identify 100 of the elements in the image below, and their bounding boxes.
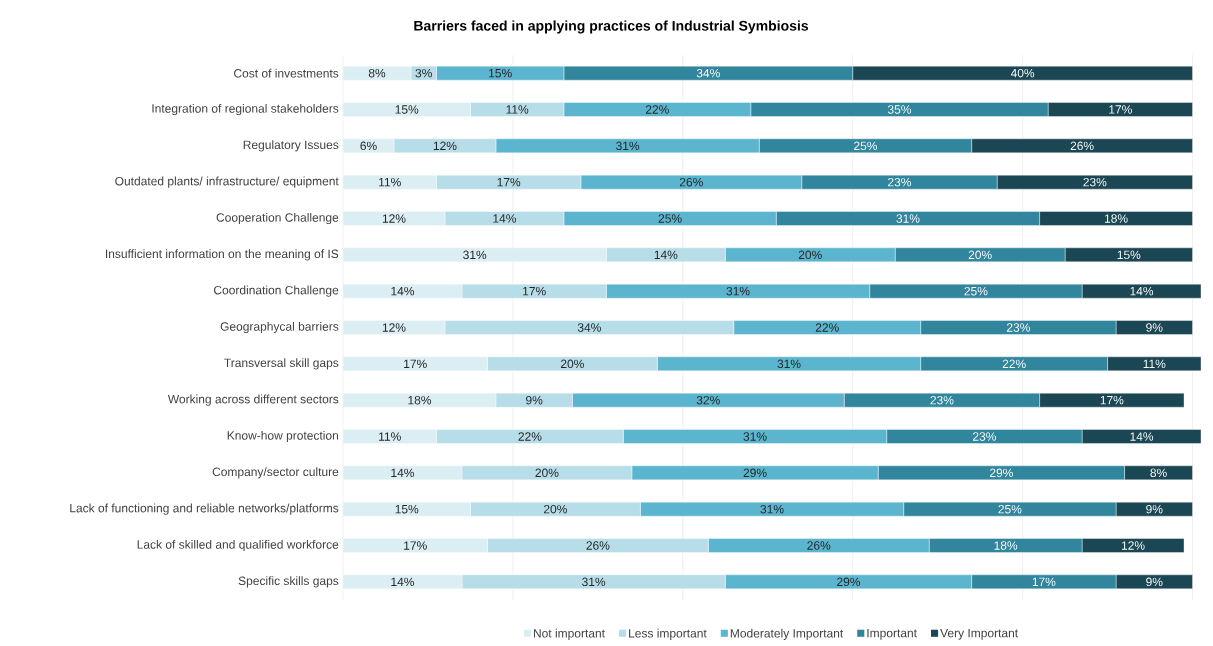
data-label: 14%: [1130, 432, 1154, 441]
data-label: 15%: [395, 105, 419, 114]
y-tick-label: Specific skills gaps: [238, 576, 339, 588]
data-label: 11%: [1143, 359, 1166, 369]
bar: [852, 65, 1193, 81]
data-label: 12%: [433, 141, 457, 151]
y-tick-label: Transversal skill gaps: [224, 358, 339, 370]
data-label: 31%: [760, 504, 784, 514]
data-label: 14%: [654, 250, 678, 260]
data-label: 9%: [1146, 577, 1163, 587]
data-label: 12%: [1121, 541, 1145, 550]
data-label: 23%: [888, 177, 912, 187]
data-label: 17%: [1109, 105, 1132, 114]
bar: [343, 247, 607, 263]
data-label: 23%: [1083, 177, 1107, 187]
data-label: 15%: [1117, 250, 1141, 260]
data-label: 17%: [523, 286, 546, 296]
y-tick-label: Geographycal barriers: [220, 321, 339, 334]
y-tick-label: Company/sector culture: [212, 467, 339, 479]
data-label: 17%: [1032, 577, 1056, 587]
data-label: 34%: [577, 323, 601, 332]
legend-label: Moderately Important: [730, 628, 844, 640]
data-label: 8%: [368, 68, 386, 78]
data-label: 15%: [395, 504, 419, 514]
data-label: 15%: [489, 68, 512, 78]
data-label: 18%: [408, 395, 432, 405]
data-label: 25%: [998, 504, 1022, 514]
data-label: 9%: [526, 395, 543, 405]
data-label: 14%: [391, 577, 415, 587]
data-label: 20%: [968, 250, 992, 260]
data-label: 17%: [404, 541, 427, 550]
legend-label: Less important: [629, 628, 707, 640]
data-label: 11%: [379, 432, 401, 441]
data-label: 26%: [807, 541, 831, 550]
data-label: 20%: [798, 250, 822, 260]
data-label: 29%: [837, 577, 861, 587]
data-label: 31%: [743, 432, 767, 441]
bar: [996, 174, 1193, 190]
data-label: 34%: [696, 68, 720, 78]
y-tick-label: Insufficient information on the meaning of IS: [105, 249, 339, 261]
data-label: 17%: [497, 177, 521, 187]
data-label: 25%: [658, 214, 682, 223]
data-label: 26%: [1070, 141, 1094, 151]
data-label: 31%: [582, 577, 606, 587]
data-label: 31%: [463, 250, 487, 260]
legend-label: Not important: [533, 628, 605, 640]
y-tick-label: Cost of investments: [234, 68, 339, 78]
y-tick-label: Cooperation Challenge: [216, 212, 339, 225]
data-label: 3%: [415, 68, 432, 78]
data-label: 22%: [518, 432, 542, 441]
y-tick-label: Outdated plants/ infrastructure/ equipment: [115, 176, 339, 188]
data-label: 18%: [1104, 214, 1128, 223]
data-label: 26%: [679, 177, 703, 187]
data-label: 20%: [535, 468, 559, 478]
data-label: 40%: [1010, 68, 1035, 78]
data-label: 32%: [696, 395, 720, 405]
data-label: 12%: [382, 323, 406, 332]
data-label: 9%: [1146, 323, 1163, 332]
data-label: 22%: [645, 105, 669, 114]
data-label: 26%: [586, 541, 610, 550]
data-label: 23%: [1006, 323, 1030, 332]
data-label: 14%: [391, 286, 415, 296]
data-label: 17%: [1100, 395, 1124, 405]
data-label: 14%: [391, 468, 415, 478]
data-label: 31%: [616, 141, 640, 151]
y-tick-label: Know-how protection: [227, 430, 338, 443]
data-label: 29%: [989, 468, 1013, 478]
data-label: 22%: [1002, 359, 1026, 369]
y-tick-label: Working across different sectors: [167, 394, 339, 406]
data-label: 14%: [1130, 286, 1154, 296]
data-label: 23%: [930, 395, 954, 405]
data-label: 8%: [1150, 468, 1167, 478]
data-label: 18%: [994, 541, 1018, 550]
data-label: 11%: [506, 105, 529, 114]
legend-label: Important: [867, 628, 917, 640]
data-label: 29%: [743, 468, 767, 478]
data-label: 31%: [777, 359, 801, 369]
data-label: 12%: [382, 214, 406, 223]
y-tick-label: Lack of functioning and reliable networks/platforms: [70, 503, 339, 515]
y-tick-label: Coordination Challenge: [213, 285, 339, 297]
data-label: 9%: [1146, 504, 1163, 514]
bar: [971, 138, 1193, 154]
data-label: 14%: [493, 214, 516, 223]
data-label: 6%: [360, 141, 377, 151]
y-tick-label: Regulatory Issues: [243, 140, 339, 152]
data-label: 31%: [726, 286, 750, 296]
data-label: 25%: [964, 286, 988, 296]
data-label: 35%: [887, 105, 912, 114]
data-label: 25%: [854, 141, 878, 151]
data-label: 20%: [560, 359, 584, 369]
legend-label: Very Important: [940, 628, 1019, 640]
y-tick-label: Lack of skilled and qualified workforce: [137, 539, 339, 552]
data-label: 23%: [972, 432, 996, 441]
data-label: 17%: [404, 359, 427, 369]
data-label: 31%: [896, 214, 920, 223]
y-tick-label: Integration of regional stakeholders: [152, 103, 339, 116]
chart-title: Barriers faced in applying practices of Industrial Symbiosis: [414, 20, 809, 34]
data-label: 11%: [379, 177, 401, 187]
data-label: 20%: [543, 504, 567, 514]
data-label: 22%: [815, 323, 839, 332]
